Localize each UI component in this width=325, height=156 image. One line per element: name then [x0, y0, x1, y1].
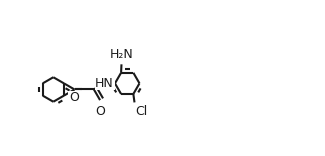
Text: Cl: Cl: [135, 105, 148, 118]
Text: O: O: [96, 105, 105, 118]
Text: O: O: [69, 91, 79, 104]
Text: H₂N: H₂N: [110, 48, 133, 61]
Text: HN: HN: [95, 77, 114, 90]
